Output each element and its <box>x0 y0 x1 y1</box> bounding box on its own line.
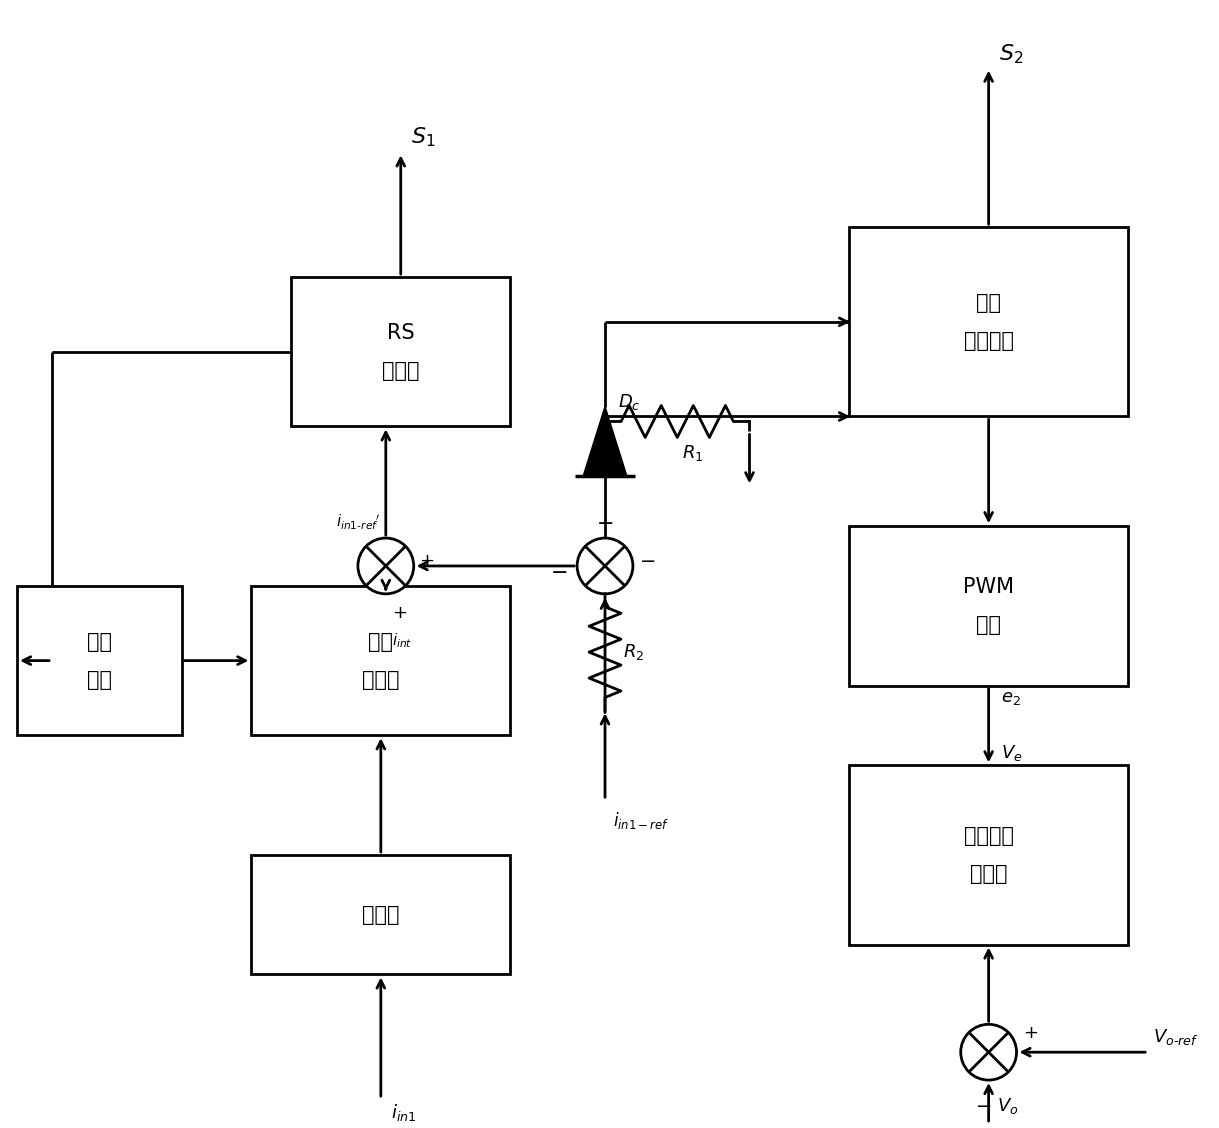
Bar <box>291 277 511 426</box>
Text: $+$: $+$ <box>1023 1024 1037 1042</box>
Text: $S_1$: $S_1$ <box>411 126 435 150</box>
Text: $e_2$: $e_2$ <box>1001 689 1020 707</box>
Bar <box>251 585 511 735</box>
Text: $+$: $+$ <box>418 552 434 570</box>
Circle shape <box>577 538 633 593</box>
Text: 调节器: 调节器 <box>970 864 1007 884</box>
Bar <box>850 765 1128 944</box>
Text: 反向: 反向 <box>368 632 394 652</box>
Text: 积分器: 积分器 <box>362 670 400 689</box>
Text: $-$: $-$ <box>974 1095 991 1114</box>
Text: 复位: 复位 <box>87 632 112 652</box>
Text: $-$: $-$ <box>639 550 655 570</box>
Text: $i_{int}$: $i_{int}$ <box>391 632 412 651</box>
Circle shape <box>358 538 413 593</box>
Bar <box>17 585 182 735</box>
Text: RS: RS <box>386 323 414 343</box>
Text: $V_o$: $V_o$ <box>997 1096 1018 1116</box>
Text: PWM: PWM <box>963 576 1014 597</box>
Text: 触发器: 触发器 <box>382 361 419 380</box>
Text: $R_1$: $R_1$ <box>683 443 703 464</box>
Bar <box>251 855 511 975</box>
Text: $+$: $+$ <box>391 603 407 622</box>
Text: $i_{in1-ref}$: $i_{in1-ref}$ <box>613 810 669 831</box>
Text: 驱动电路: 驱动电路 <box>964 331 1014 351</box>
Text: $V_e$: $V_e$ <box>1001 743 1022 764</box>
Circle shape <box>961 1024 1017 1081</box>
Text: $V_{o\text{-}ref}$: $V_{o\text{-}ref}$ <box>1153 1028 1198 1047</box>
Bar <box>850 526 1128 686</box>
Text: $i_{in1\text{-}ref}$$'$: $i_{in1\text{-}ref}$$'$ <box>336 513 380 532</box>
Text: $S_2$: $S_2$ <box>998 42 1023 65</box>
Text: $D_c$: $D_c$ <box>618 391 641 412</box>
Text: $R_2$: $R_2$ <box>623 642 644 662</box>
Text: $-$: $-$ <box>550 561 567 581</box>
Text: $i_{in1}$: $i_{in1}$ <box>391 1102 416 1123</box>
Polygon shape <box>583 406 627 476</box>
Bar <box>850 227 1128 416</box>
Text: 开关: 开关 <box>87 670 112 689</box>
Text: 反向器: 反向器 <box>362 905 400 925</box>
Text: 输出电压: 输出电压 <box>964 826 1014 846</box>
Text: 电路: 电路 <box>976 615 1001 635</box>
Text: 门极: 门极 <box>976 293 1001 312</box>
Text: $-$: $-$ <box>596 512 613 532</box>
